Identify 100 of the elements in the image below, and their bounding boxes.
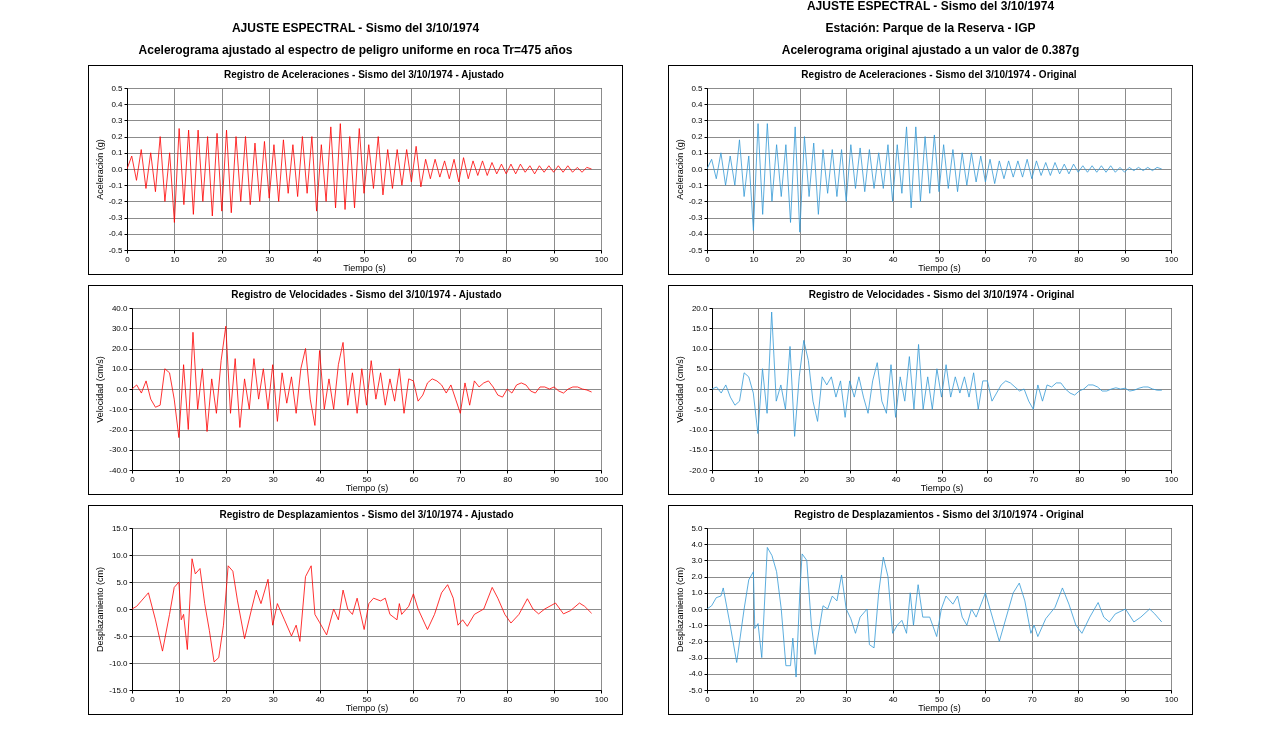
x-tick-label: 80: [1074, 254, 1084, 264]
line-series: [127, 123, 592, 223]
y-tick-label: 15.0: [111, 523, 129, 533]
line-series: [707, 547, 1163, 678]
y-tick-label: 30.0: [111, 323, 129, 333]
y-tick-label: -4.0: [688, 669, 704, 679]
y-tick-label: 1.0: [691, 588, 704, 598]
x-tick-label: 60: [981, 254, 991, 264]
x-tick-label: 90: [1120, 694, 1131, 704]
y-axis-title: Desplazamiento (cm): [674, 566, 685, 653]
x-tick-label: 100: [594, 254, 609, 264]
y-tick-label: 10.0: [111, 364, 129, 374]
chart-title: Registro de Aceleraciones - Sismo del 3/10/1974 - Original: [801, 69, 1077, 80]
y-tick-label: 0.0: [111, 164, 124, 174]
y-tick-label: 20.0: [691, 303, 709, 313]
chart-title: Registro de Desplazamientos - Sismo del 3/10/1974 - Original: [794, 509, 1084, 520]
y-tick-label: -0.4: [688, 229, 704, 239]
y-axis-title: Desplazamiento (cm): [95, 566, 106, 653]
y-tick-label: 0.5: [111, 83, 124, 93]
y-tick-label: -3.0: [688, 653, 704, 663]
x-tick-label: 100: [1164, 254, 1179, 264]
x-tick-label: 50: [362, 694, 372, 704]
x-tick-label: 20: [799, 474, 810, 484]
x-tick-label: 10: [170, 254, 180, 264]
y-tick-label: -30.0: [109, 445, 129, 455]
y-tick-label: 0.0: [116, 384, 129, 394]
x-tick-label: 20: [217, 254, 228, 264]
x-axis-title: Tiempo (s): [345, 702, 389, 713]
line-series: [132, 558, 593, 663]
x-tick-label: 0: [125, 254, 131, 264]
line-series: [707, 123, 1163, 233]
y-tick-label: -10.0: [689, 425, 709, 434]
text: AJUSTE ESPECTRAL - Sismo del 3/10/1974: [805, 0, 1056, 15]
x-tick-label: 0: [130, 474, 136, 484]
y-tick-label: -5.0: [693, 404, 709, 414]
y-tick-label: -0.1: [108, 180, 124, 190]
y-tick-label: -10.0: [109, 658, 129, 668]
x-tick-label: 30: [845, 474, 856, 484]
x-axis-title: Tiempo (s): [343, 262, 386, 273]
x-tick-label: 50: [935, 254, 945, 264]
y-tick-label: 0.3: [111, 115, 124, 125]
y-tick-label: -0.2: [688, 196, 704, 206]
x-tick-label: 40: [888, 694, 899, 704]
x-tick-label: 30: [268, 474, 279, 484]
x-tick-label: 60: [409, 694, 419, 704]
x-tick-label: 90: [1121, 474, 1131, 484]
x-tick-label: 10: [749, 694, 759, 704]
x-tick-label: 80: [503, 474, 513, 484]
y-tick-label: 5.0: [691, 523, 704, 533]
x-tick-label: 70: [456, 694, 466, 704]
y-axis-title: Velocidad (cm/s): [675, 356, 686, 423]
x-tick-label: 10: [753, 474, 764, 484]
y-tick-label: 0.2: [111, 132, 124, 142]
y-tick-label: 0.2: [691, 132, 704, 142]
y-tick-label: 4.0: [691, 539, 704, 549]
x-tick-label: 30: [268, 694, 279, 704]
x-tick-label: 70: [456, 474, 466, 484]
y-tick-label: 10.0: [111, 550, 129, 560]
chart-title: Registro de Velocidades - Sismo del 3/10/1974 - Original: [808, 289, 1075, 300]
x-tick-label: 70: [1027, 254, 1038, 264]
x-tick-label: 100: [1164, 474, 1179, 484]
x-tick-label: 50: [935, 694, 945, 704]
y-tick-label: 5.0: [696, 364, 709, 374]
y-tick-label: -2.0: [688, 636, 704, 646]
x-tick-label: 80: [1075, 474, 1085, 484]
x-tick-label: 60: [983, 474, 993, 484]
y-tick-label: -0.2: [108, 196, 124, 206]
y-tick-label: 2.0: [691, 572, 704, 582]
y-tick-label: -20.0: [109, 425, 129, 434]
y-axis-title: Aceleración (g): [674, 139, 685, 200]
x-tick-label: 40: [891, 474, 902, 484]
x-tick-label: 30: [842, 694, 852, 704]
y-tick-label: 10.0: [691, 344, 709, 353]
x-tick-label: 90: [1120, 254, 1131, 264]
y-tick-label: -0.1: [688, 180, 704, 190]
x-tick-label: 30: [265, 254, 275, 264]
y-tick-label: 0.1: [691, 148, 704, 158]
y-tick-label: 20.0: [111, 344, 129, 353]
x-tick-label: 50: [360, 254, 370, 264]
y-tick-label: -15.0: [689, 445, 709, 455]
x-tick-label: 20: [795, 254, 806, 264]
x-tick-label: 100: [594, 474, 609, 484]
x-tick-label: 20: [795, 694, 806, 704]
y-tick-label: -1.0: [688, 620, 704, 630]
x-tick-label: 10: [174, 694, 185, 704]
y-tick-label: 0.3: [691, 115, 704, 125]
x-tick-label: 20: [221, 474, 232, 484]
y-tick-label: -5.0: [113, 631, 129, 641]
x-tick-label: 60: [981, 694, 991, 704]
x-tick-label: 80: [502, 254, 512, 264]
y-tick-label: -5.0: [688, 685, 704, 695]
chart-title: Registro de Desplazamientos - Sismo del 3/10/1974 - Ajustado: [219, 509, 514, 520]
y-axis-title: Aceleración (g): [94, 139, 105, 200]
y-tick-label: 0.0: [696, 384, 709, 394]
x-axis-title: Tiempo (s): [920, 482, 964, 493]
y-tick-label: 0.0: [691, 604, 704, 614]
x-tick-label: 20: [221, 694, 232, 704]
y-axis-title: Velocidad (cm/s): [95, 356, 106, 423]
y-tick-label: 0.4: [111, 99, 124, 109]
chart-title: Registro de Aceleraciones - Sismo del 3/10/1974 - Ajustado: [224, 69, 504, 80]
